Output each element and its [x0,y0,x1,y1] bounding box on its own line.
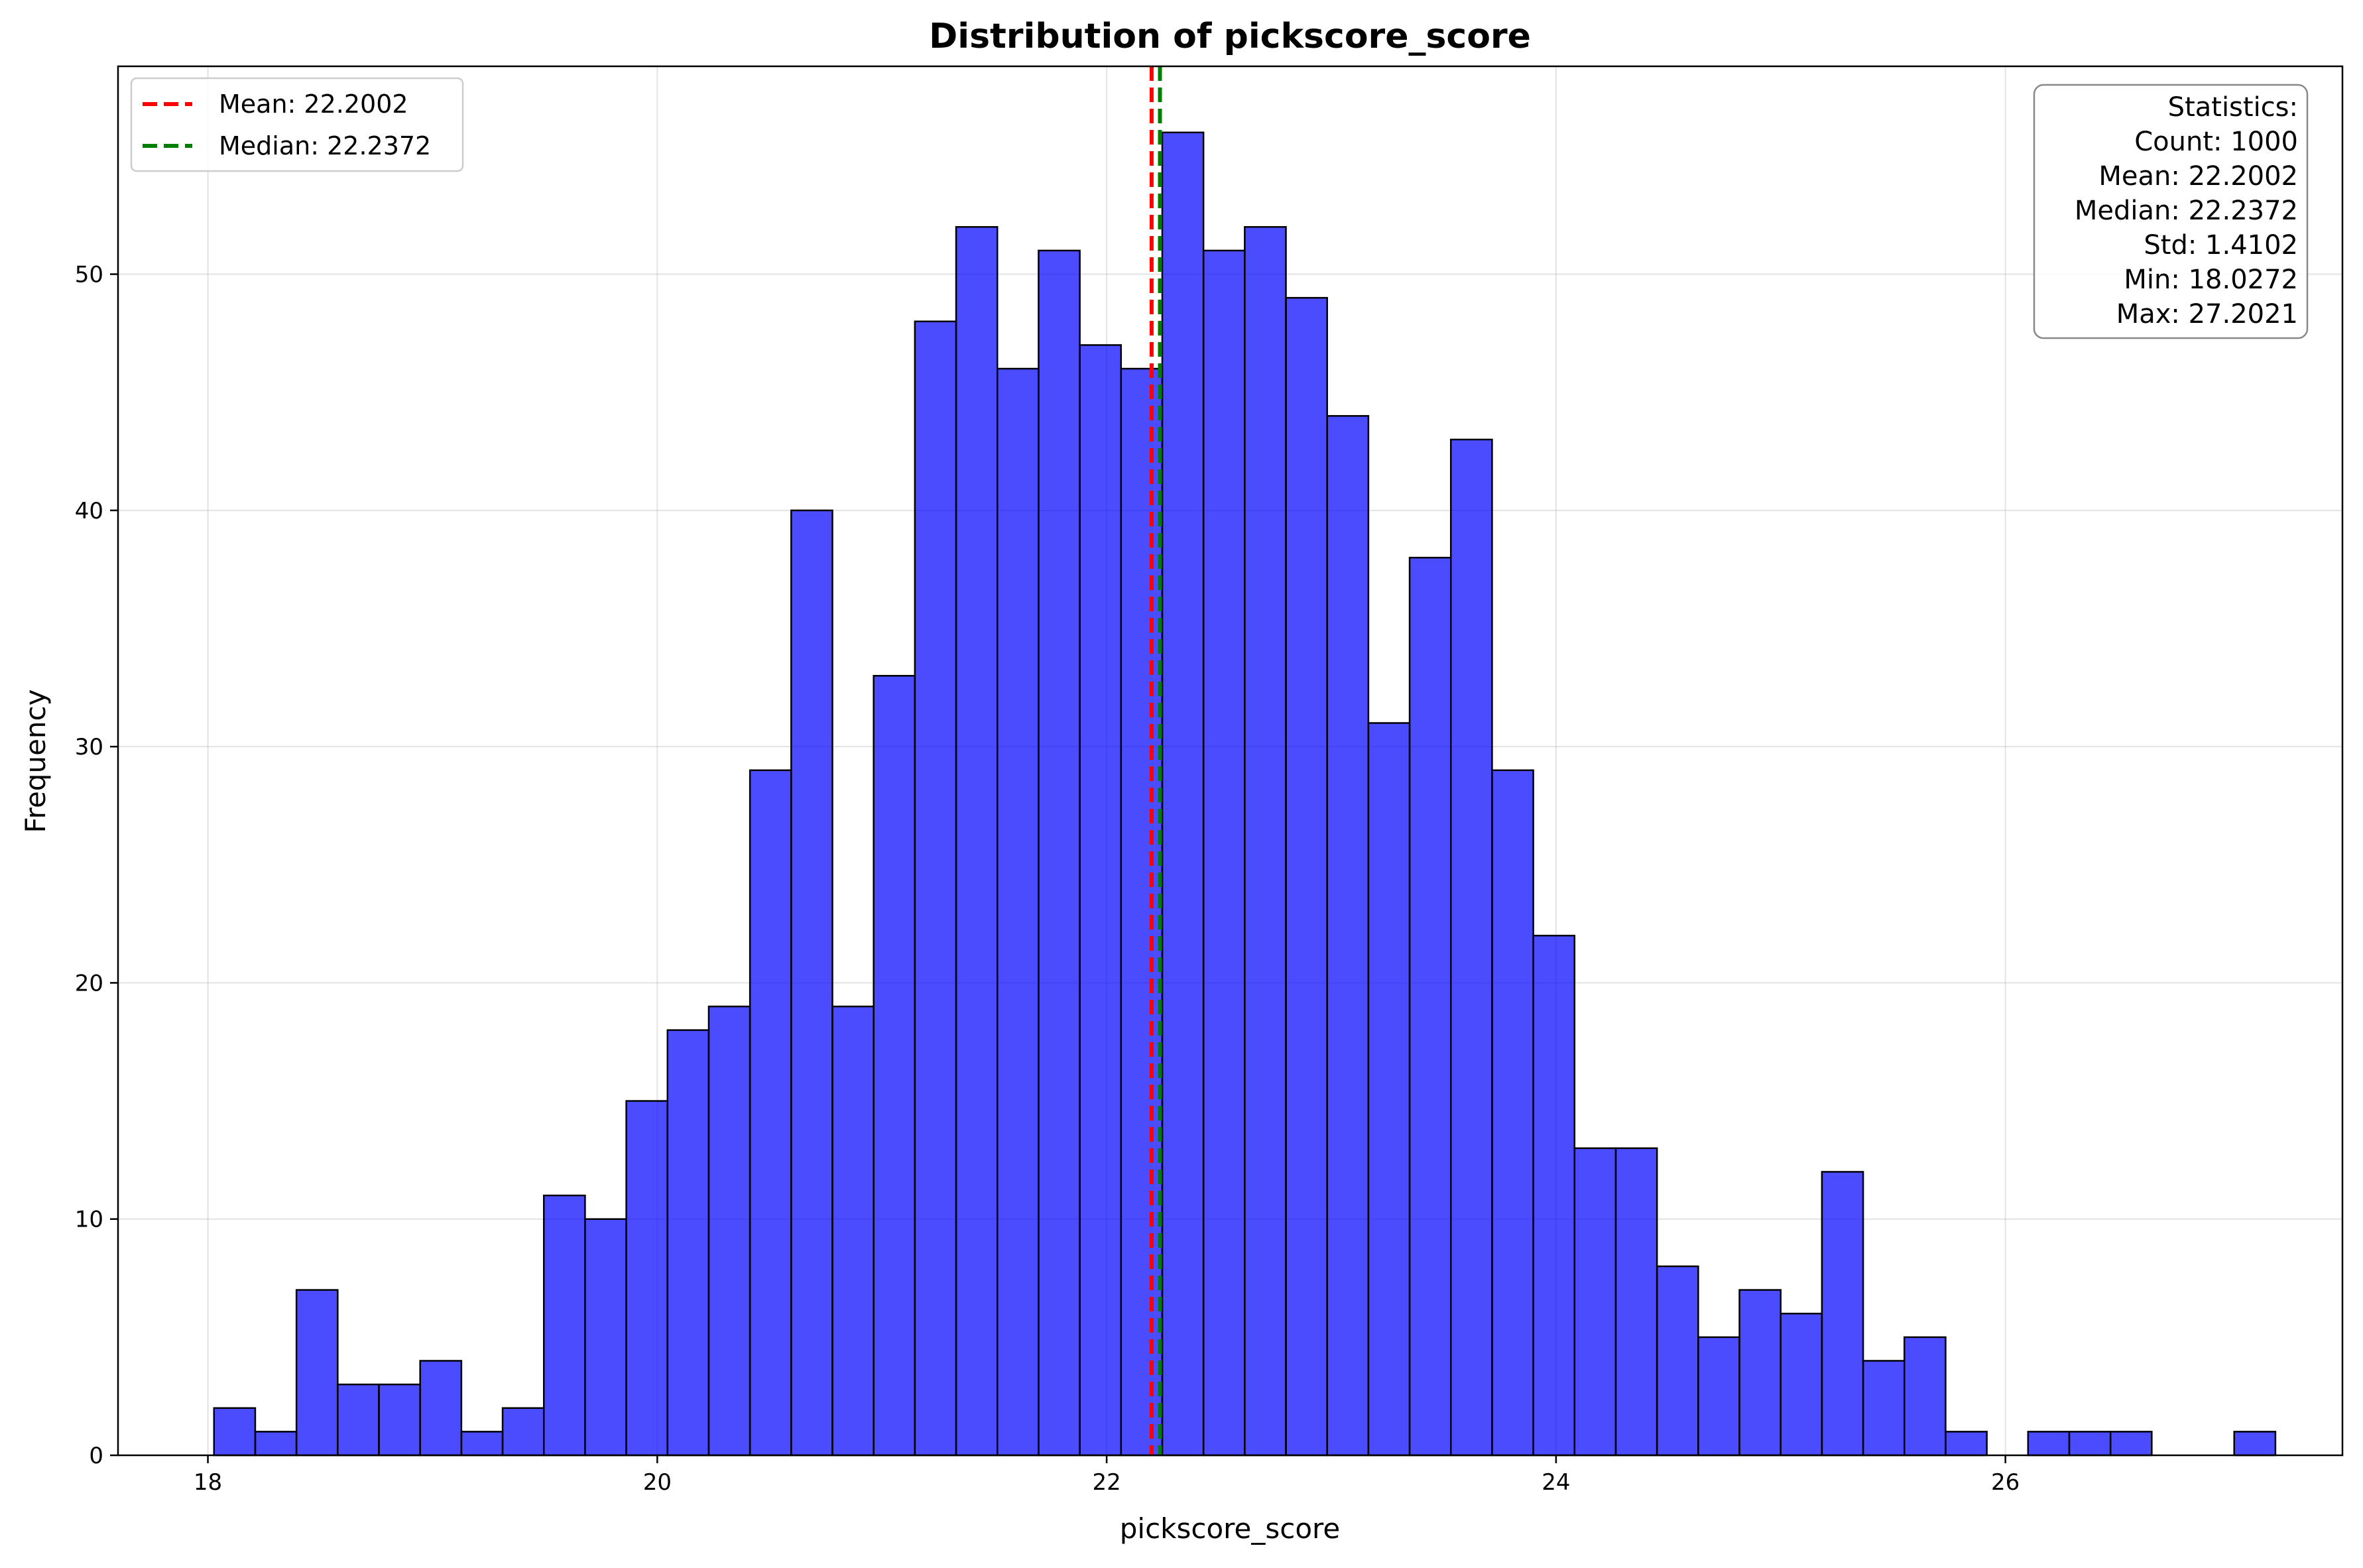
histogram-bar [1862,1360,1906,1457]
histogram-bars [213,131,2277,1457]
y-axis-title: Frequency [19,690,52,833]
histogram-bar [378,1383,421,1457]
statistics-box: Statistics: Count: 1000 Mean: 22.2002 Me… [2033,84,2309,339]
stats-std: Std: 1.4102 [2144,230,2298,261]
histogram-bar [254,1431,298,1457]
histogram-bar [666,1029,710,1457]
histogram-bar [1780,1312,1823,1457]
x-tick-label: 22 [1092,1469,1121,1496]
histogram-bar [831,1005,875,1457]
x-axis-title: pickscore_score [1120,1512,1340,1545]
histogram-bar [460,1431,504,1457]
histogram-bar [1821,1171,1864,1457]
y-tick-label: 30 [75,734,103,760]
histogram-bar [1532,934,1576,1457]
histogram-bar [501,1407,545,1457]
stats-count: Count: 1000 [2134,127,2298,157]
histogram-bar [749,769,792,1457]
histogram-bar [1945,1431,1988,1457]
histogram-bar [295,1289,339,1457]
histogram-bar [584,1218,627,1457]
histogram-bar [1202,249,1246,1457]
histogram-bar [1120,367,1164,1457]
histogram-bar [542,1194,586,1457]
histogram-bar [996,367,1040,1457]
y-tick-label: 10 [75,1207,103,1233]
reference-lines [1149,66,1162,1455]
legend-box [130,77,464,172]
plot-area-frame [117,65,2344,1457]
y-tick-label: 20 [75,970,103,996]
histogram-bar [1697,1336,1740,1457]
histogram-bar [1367,722,1411,1457]
histogram-bar [1614,1147,1658,1457]
histogram-bar [1904,1336,1947,1457]
stats-min: Min: 18.0272 [2124,265,2298,295]
x-tick-label: 26 [1991,1469,2020,1496]
x-axis-ticks: 18 20 22 24 26 [194,1455,2020,1496]
histogram-bar [790,509,833,1457]
histogram-bar [2109,1431,2153,1457]
stats-median: Median: 22.2372 [2075,196,2298,226]
stats-max: Max: 27.2021 [2116,299,2298,330]
histogram-bar [1491,769,1534,1457]
histogram-bar [419,1360,463,1457]
y-tick-label: 40 [75,498,103,524]
histogram-bar [914,320,957,1457]
histogram-bar [873,674,916,1457]
y-tick-label: 50 [75,262,103,288]
histogram-bar [1408,556,1452,1457]
x-tick-label: 24 [1542,1469,1570,1496]
histogram-bar [1326,415,1370,1457]
legend: Mean: 22.2002 Median: 22.2372 [130,77,464,172]
histogram-bar [955,226,999,1457]
histogram-bar [625,1100,669,1457]
legend-mean-label: Mean: 22.2002 [219,90,408,119]
x-tick-label: 18 [194,1469,222,1496]
histogram-bar [213,1407,257,1457]
histogram-bar [1573,1147,1617,1457]
histogram-bar [1161,131,1205,1457]
histogram-bar [707,1005,751,1457]
histogram-bar [1285,296,1328,1457]
chart-title: Distribution of pickscore_score [929,17,1531,56]
histogram-bar [1656,1265,1699,1457]
histogram-bar [2068,1431,2112,1457]
histogram-bar [1450,438,1493,1457]
x-tick-label: 20 [643,1469,672,1496]
histogram-bar [1244,226,1287,1457]
histogram-bar [1079,344,1122,1457]
histogram-bar [2027,1431,2071,1457]
histogram-bar [2233,1431,2277,1457]
y-axis-ticks: 0 10 20 30 40 50 [75,262,118,1469]
statistics-box-frame [2033,84,2309,339]
histogram-bar [337,1383,380,1457]
stats-mean: Mean: 22.2002 [2098,161,2298,192]
legend-median-label: Median: 22.2372 [219,131,431,160]
histogram-bar [1738,1289,1782,1457]
histogram-bar [1038,249,1081,1457]
stats-heading: Statistics: [2168,92,2298,123]
y-tick-label: 0 [89,1443,103,1469]
